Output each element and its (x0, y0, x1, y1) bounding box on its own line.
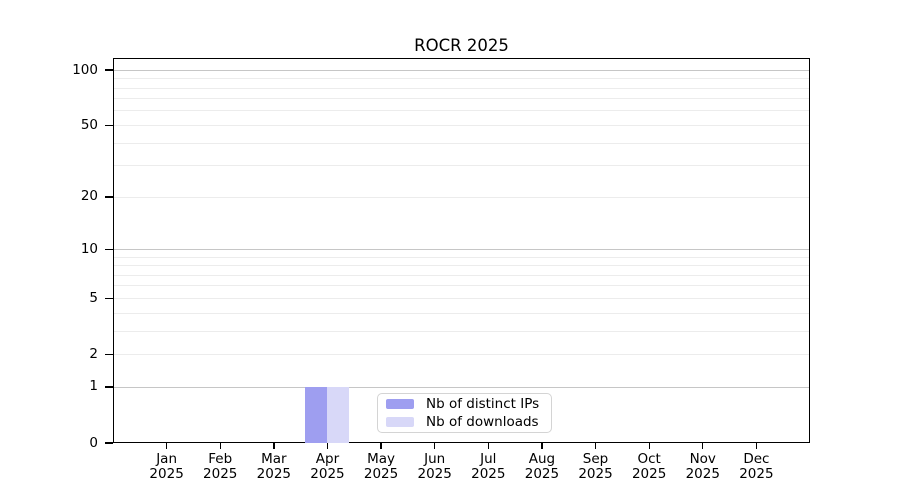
gridline-minor (114, 265, 809, 267)
x-axis-tick-label: Mar 2025 (256, 451, 292, 482)
x-tick-mark (541, 443, 543, 449)
gridline-minor (114, 87, 809, 89)
y-tick-mark (105, 248, 113, 250)
x-tick-mark (755, 443, 758, 449)
x-tick-mark (219, 443, 221, 449)
gridline-minor (114, 274, 809, 276)
x-tick-mark (273, 443, 275, 449)
x-axis-tick-label: Sep 2025 (578, 451, 613, 482)
x-tick-mark (648, 443, 650, 449)
bar-distinct-ips (305, 386, 328, 443)
gridline-major (114, 386, 809, 388)
x-tick-mark (166, 443, 168, 449)
gridline-minor (114, 312, 809, 314)
x-axis-tick-label: Jan 2025 (149, 451, 184, 482)
y-axis-tick-label: 1 (89, 378, 98, 395)
x-axis-tick-label: May 2025 (363, 451, 399, 482)
x-axis-tick-label: Oct 2025 (631, 451, 667, 482)
y-axis-tick-label: 0 (89, 434, 98, 451)
y-tick-mark (105, 386, 113, 388)
y-tick-mark (105, 196, 113, 198)
bar-downloads (327, 386, 349, 443)
y-tick-mark (105, 69, 113, 71)
x-axis-tick-label: Apr 2025 (310, 451, 345, 482)
x-axis-tick-label: Feb 2025 (203, 451, 238, 482)
y-axis-tick-label: 2 (89, 345, 98, 362)
y-axis-tick-label: 50 (80, 116, 98, 133)
gridline-minor (114, 256, 809, 258)
gridline-minor (114, 78, 809, 80)
gridline-minor (114, 330, 809, 332)
x-axis-tick-label: Aug 2025 (524, 451, 560, 482)
legend-swatch-downloads-icon (386, 416, 414, 428)
chart-title: ROCR 2025 (414, 36, 509, 55)
legend-item-downloads: Nb of downloads (386, 414, 543, 430)
x-tick-mark (380, 443, 382, 449)
x-axis-tick-label: Jul 2025 (471, 451, 506, 482)
x-tick-mark (434, 443, 436, 449)
gridline-major (114, 69, 809, 71)
y-tick-mark (105, 353, 113, 355)
gridline-minor (114, 124, 809, 126)
y-axis-tick-label: 10 (80, 240, 98, 257)
gridline-minor (114, 196, 809, 198)
y-axis-tick-label: 5 (89, 289, 98, 306)
gridline-major (114, 248, 809, 250)
gridline-minor (114, 285, 809, 287)
x-axis-tick-label: Dec 2025 (739, 451, 774, 482)
gridline-minor (114, 165, 809, 167)
legend-label-downloads: Nb of downloads (426, 414, 539, 430)
gridline-minor (114, 110, 809, 112)
y-axis-tick-label: 20 (80, 188, 98, 205)
legend-item-distinct-ips: Nb of distinct IPs (386, 396, 543, 412)
y-tick-mark (105, 442, 113, 444)
x-tick-mark (487, 443, 489, 449)
plot-area (113, 58, 810, 443)
x-axis-tick-label: Nov 2025 (685, 451, 720, 482)
gridline-minor (114, 98, 809, 100)
gridline-minor (114, 297, 809, 299)
x-tick-mark (702, 443, 704, 449)
legend-label-distinct-ips: Nb of distinct IPs (426, 396, 540, 412)
gridline-minor (114, 142, 809, 144)
x-tick-mark (594, 443, 597, 449)
y-tick-mark (105, 124, 113, 126)
gridline-minor (114, 353, 809, 355)
y-tick-mark (105, 297, 113, 299)
legend-swatch-distinct-ips-icon (386, 398, 414, 410)
y-axis-tick-label: 100 (72, 61, 98, 78)
legend: Nb of distinct IPs Nb of downloads (377, 393, 552, 433)
x-axis-tick-label: Jun 2025 (417, 451, 452, 482)
x-tick-mark (326, 443, 329, 449)
